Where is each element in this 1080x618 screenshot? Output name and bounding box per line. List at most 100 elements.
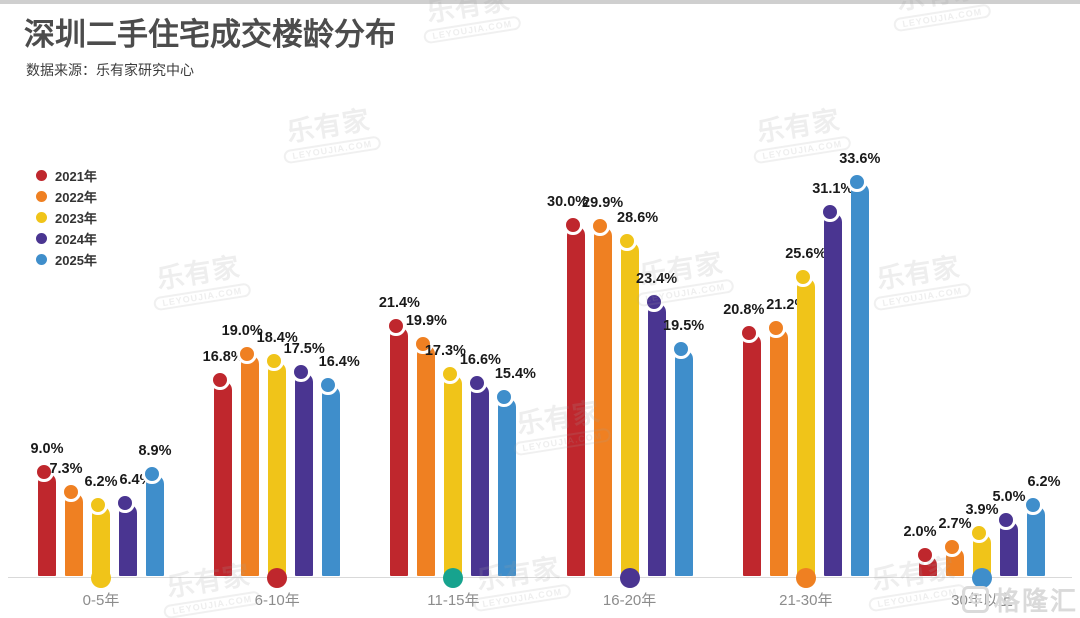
top-border-strip <box>0 0 1080 4</box>
bar-2024年-11-15年: 16.6% <box>460 352 501 578</box>
legend-label: 2021年 <box>55 169 97 184</box>
media-logo-text: 格隆汇 <box>993 586 1078 616</box>
bar-value-label: 7.3% <box>49 461 83 478</box>
bar-value-label: 20.8% <box>723 302 765 319</box>
bar-stem <box>742 334 761 576</box>
bar-2023年-11-15年: 17.3% <box>425 343 467 578</box>
media-logo: G 格隆汇 <box>961 581 1078 618</box>
legend-item-2021年: 2021年 <box>36 165 97 186</box>
bar-2022年-30年以上: 2.7% <box>938 516 972 578</box>
bar-head <box>846 172 867 193</box>
bar-head <box>291 362 312 383</box>
category-label: 21-30年 <box>779 592 833 609</box>
legend-dot <box>36 170 47 181</box>
bar-stem <box>1000 520 1018 576</box>
bar-head <box>467 372 488 393</box>
bar-value-label: 16.8% <box>202 349 244 366</box>
bar-2025年-21-30年: 33.6% <box>839 151 880 578</box>
bar-2022年-11-15年: 19.9% <box>406 313 447 578</box>
bar-value-label: 3.9% <box>965 501 999 518</box>
bar-head <box>88 495 108 516</box>
bar-value-label: 6.2% <box>1027 474 1061 491</box>
category-label: 0-5年 <box>82 592 120 609</box>
bar-head <box>440 364 461 385</box>
bar-stem <box>973 533 991 576</box>
bar-head <box>494 386 515 407</box>
bar-stem <box>593 226 612 576</box>
bar-stem <box>65 493 83 576</box>
bar-value-label: 5.0% <box>992 488 1026 505</box>
bar-stem <box>146 474 164 576</box>
bar-value-label: 33.6% <box>839 151 881 168</box>
bar-stem <box>268 362 287 576</box>
bar-stem <box>417 344 436 576</box>
bar-value-label: 2.7% <box>938 515 972 532</box>
bar-head <box>616 231 637 252</box>
category-marker-dot <box>443 568 464 588</box>
bar-value-label: 9.0% <box>30 441 64 458</box>
category-label: 11-15年 <box>427 592 480 609</box>
bar-value-label: 16.6% <box>459 351 501 368</box>
bar-2024年-30年以上: 5.0% <box>992 489 1026 578</box>
bar-head <box>34 462 54 483</box>
page-title: 深圳二手住宅成交楼龄分布 <box>24 17 396 52</box>
bar-group-6-10年: 16.8% 19.0% 18.4% 17.5% 16.4% <box>203 0 360 578</box>
category-label: 30年以上 <box>951 592 1013 609</box>
legend-dot <box>36 212 47 223</box>
bar-value-label: 25.6% <box>785 245 827 262</box>
bar-2023年-16-20年: 28.6% <box>616 210 658 578</box>
bar-value-label: 28.6% <box>617 210 659 227</box>
bar-value-label: 15.4% <box>494 365 536 382</box>
bar-head <box>589 215 610 236</box>
bar-stem <box>498 397 517 576</box>
bar-stem <box>214 381 233 576</box>
bar-2022年-6-10年: 19.0% <box>222 323 264 578</box>
data-source-note: 数据来源：乐有家研究中心 <box>26 62 194 78</box>
bar-2021年-0-5年: 9.0% <box>30 441 64 578</box>
bar-value-label: 21.4% <box>378 295 420 312</box>
bar-2023年-0-5年: 6.2% <box>84 474 118 578</box>
bar-2023年-21-30年: 25.6% <box>785 246 826 578</box>
bar-stem <box>823 212 842 576</box>
bar-head <box>969 522 989 543</box>
bar-head <box>765 318 786 339</box>
bar-2024年-6-10年: 17.5% <box>284 341 325 578</box>
bar-stem <box>119 504 137 576</box>
bar-head <box>413 333 434 354</box>
bar-group-30年以上: 2.0% 2.7% 3.9% 5.0% 6.2% <box>903 0 1061 578</box>
bar-head <box>643 292 664 313</box>
bar-2022年-21-30年: 21.2% <box>765 297 807 578</box>
bar-group-21-30年: 20.8% 21.2% 25.6% 31.1% 33.6% <box>723 0 880 578</box>
bar-2022年-0-5年: 7.3% <box>49 461 88 578</box>
bar-stem <box>769 329 788 576</box>
bar-stem <box>647 303 666 576</box>
bar-head <box>142 463 162 484</box>
bar-head <box>1023 495 1043 516</box>
bar-2021年-16-20年: 30.0% <box>547 194 589 578</box>
bar-2021年-30年以上: 2.0% <box>903 524 942 578</box>
bar-head <box>915 545 935 565</box>
bar-head <box>562 214 583 235</box>
bar-head <box>264 351 285 372</box>
bar-stem <box>322 386 341 576</box>
bar-head <box>738 323 759 344</box>
bar-head <box>115 493 135 514</box>
bar-stem <box>444 375 463 576</box>
bar-stem <box>566 225 585 576</box>
legend-dot <box>36 233 47 244</box>
bar-head <box>942 536 962 557</box>
bar-2025年-0-5年: 8.9% <box>138 443 172 578</box>
legend-item-2024年: 2024年 <box>36 228 97 249</box>
bar-value-label: 19.0% <box>221 323 263 340</box>
bar-group-0-5年: 9.0% 7.3% 6.2% 6.4% 8.9% <box>30 0 172 578</box>
legend-label: 2024年 <box>55 232 97 247</box>
bar-2024年-21-30年: 31.1% <box>812 181 853 578</box>
bar-head <box>237 344 258 365</box>
legend-label: 2023年 <box>55 211 97 226</box>
legend-dot <box>36 254 47 265</box>
bar-stem <box>390 327 409 576</box>
bar-stem <box>38 473 56 576</box>
bar-stem <box>620 242 639 576</box>
category-label: 6-10年 <box>254 592 300 609</box>
